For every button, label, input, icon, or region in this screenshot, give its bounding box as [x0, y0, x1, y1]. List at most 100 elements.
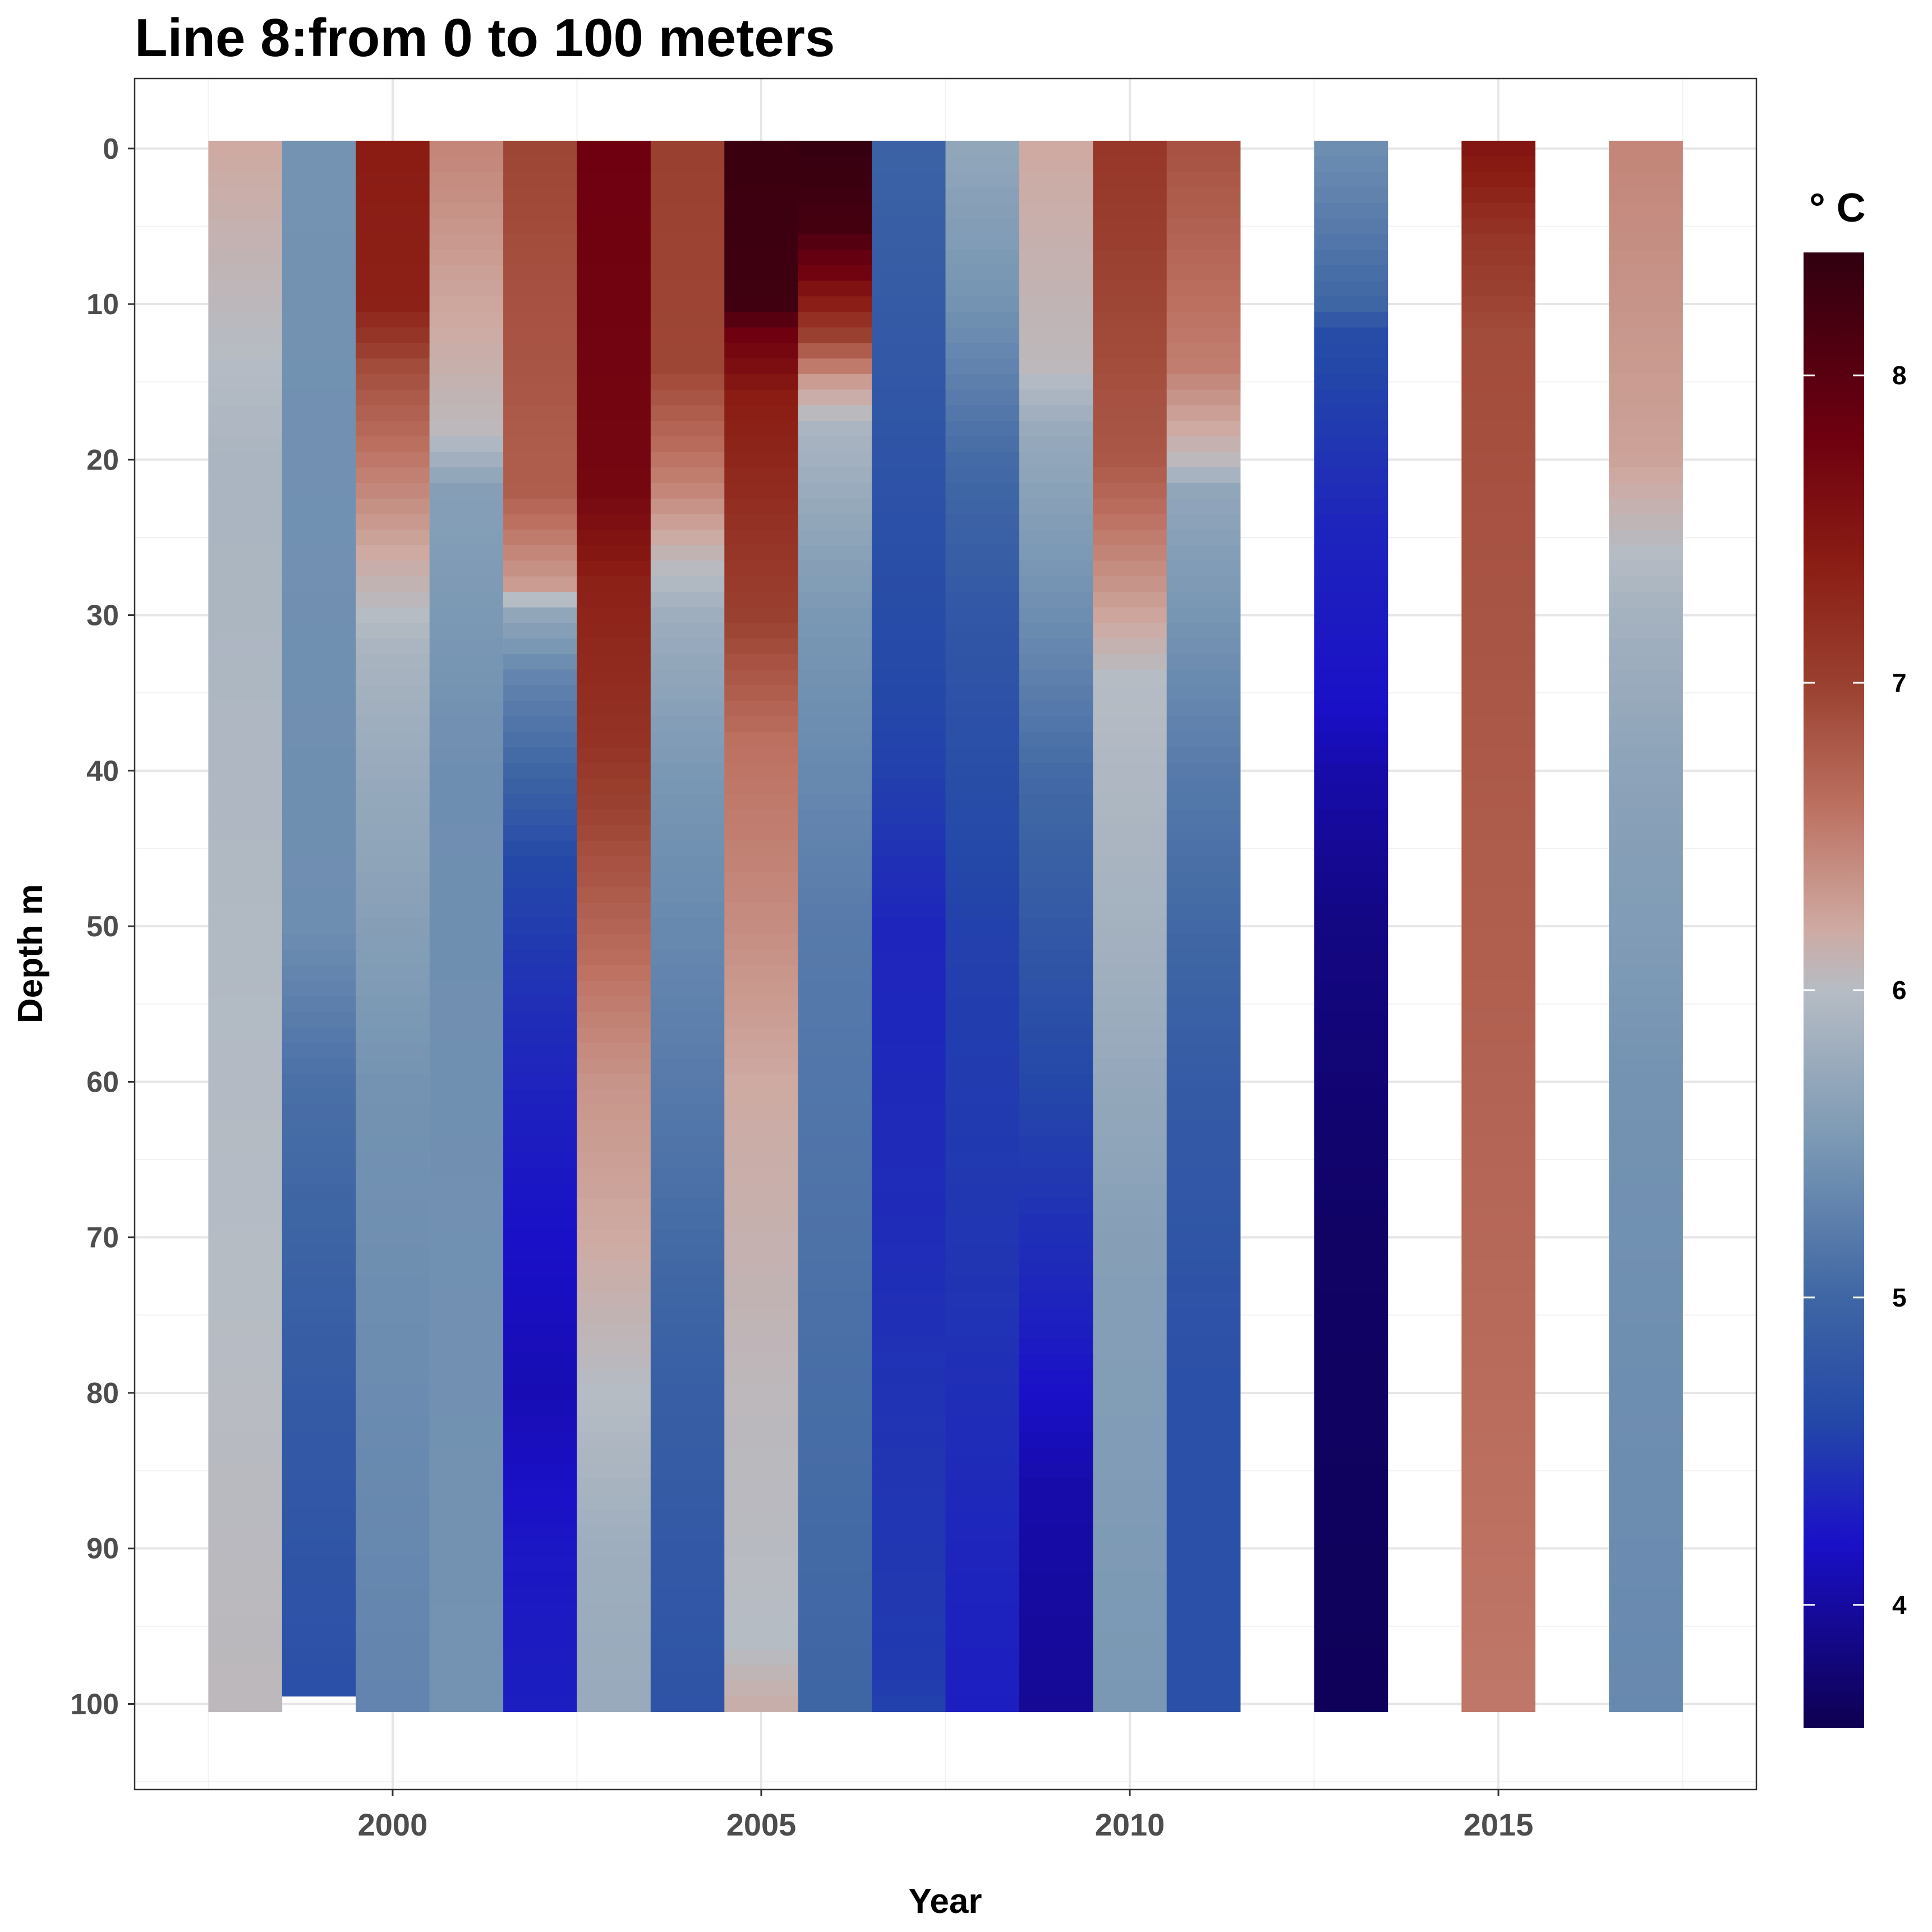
- heatmap-cell: [577, 1307, 651, 1323]
- heatmap-cell: [872, 1198, 946, 1215]
- heatmap-cell: [577, 280, 651, 297]
- heatmap-cell: [724, 981, 798, 997]
- heatmap-cell: [872, 654, 946, 670]
- heatmap-cell: [282, 1276, 356, 1292]
- heatmap-cell: [872, 482, 946, 499]
- heatmap-cell: [1093, 576, 1167, 592]
- heatmap-cell: [503, 467, 577, 484]
- heatmap-cell: [945, 1229, 1020, 1246]
- heatmap-cell: [650, 1525, 725, 1541]
- heatmap-cell: [1461, 452, 1536, 468]
- heatmap-cell: [945, 1540, 1020, 1557]
- heatmap-cell: [650, 421, 725, 437]
- heatmap-cell: [503, 1416, 577, 1432]
- heatmap-cell: [945, 1307, 1020, 1323]
- heatmap-cell: [1093, 218, 1167, 234]
- heatmap-cell: [1609, 1276, 1683, 1292]
- year-column-2010: [1093, 140, 1167, 1712]
- heatmap-cell: [282, 1183, 356, 1199]
- heatmap-cell: [577, 1680, 651, 1697]
- heatmap-cell: [429, 638, 504, 655]
- heatmap-cell: [282, 934, 356, 950]
- heatmap-cell: [1461, 1074, 1536, 1090]
- heatmap-cell: [503, 1245, 577, 1261]
- heatmap-cell: [577, 467, 651, 484]
- heatmap-cell: [577, 405, 651, 421]
- heatmap-cell: [1609, 1245, 1683, 1261]
- heatmap-cell: [356, 949, 430, 966]
- heatmap-cell: [872, 732, 946, 748]
- heatmap-cell: [282, 981, 356, 997]
- heatmap-cell: [1093, 436, 1167, 453]
- heatmap-cell: [945, 732, 1020, 748]
- heatmap-cell: [798, 1198, 872, 1215]
- heatmap-cell: [1609, 576, 1683, 592]
- heatmap-cell: [208, 530, 283, 546]
- heatmap-cell: [1314, 1152, 1388, 1168]
- heatmap-cell: [577, 421, 651, 437]
- heatmap-cell: [1461, 918, 1536, 935]
- heatmap-cell: [724, 763, 798, 779]
- heatmap-cell: [724, 250, 798, 266]
- heatmap-cell: [356, 592, 430, 608]
- heatmap-cell: [945, 343, 1020, 359]
- heatmap-cell: [1461, 530, 1536, 546]
- heatmap-cell: [1093, 1462, 1167, 1479]
- heatmap-cell: [650, 1245, 725, 1261]
- heatmap-cell: [208, 421, 283, 437]
- heatmap-cell: [577, 1634, 651, 1650]
- heatmap-cell: [1461, 467, 1536, 484]
- year-column-2001: [429, 140, 504, 1712]
- heatmap-cell: [282, 389, 356, 406]
- heatmap-cell: [798, 1400, 872, 1417]
- heatmap-cell: [1093, 1696, 1167, 1712]
- heatmap-cell: [282, 872, 356, 888]
- heatmap-cell: [945, 1618, 1020, 1635]
- heatmap-cell: [1019, 203, 1093, 219]
- heatmap-cell: [872, 545, 946, 562]
- heatmap-cell: [208, 1556, 283, 1572]
- heatmap-cell: [798, 669, 872, 686]
- heatmap-cell: [208, 203, 283, 219]
- heatmap-cell: [1461, 1152, 1536, 1168]
- heatmap-cell: [650, 1167, 725, 1184]
- heatmap-cell: [577, 1261, 651, 1277]
- heatmap-cell: [577, 140, 651, 157]
- heatmap-cell: [872, 1618, 946, 1635]
- heatmap-cell: [1166, 1649, 1241, 1666]
- heatmap-cell: [503, 1354, 577, 1370]
- heatmap-cell: [1314, 576, 1388, 592]
- heatmap-cell: [503, 701, 577, 717]
- heatmap-cell: [577, 638, 651, 655]
- heatmap-cell: [1019, 654, 1093, 670]
- heatmap-cell: [208, 840, 283, 857]
- heatmap-cell: [503, 1634, 577, 1650]
- heatmap-cell: [208, 1105, 283, 1121]
- heatmap-cell: [945, 280, 1020, 297]
- heatmap-cell: [208, 1571, 283, 1588]
- heatmap-cell: [1314, 405, 1388, 421]
- heatmap-cell: [1314, 607, 1388, 624]
- heatmap-cell: [1314, 1634, 1388, 1650]
- heatmap-cell: [1609, 669, 1683, 686]
- heatmap-cell: [650, 1261, 725, 1277]
- heatmap-cell: [1093, 654, 1167, 670]
- heatmap-cell: [1166, 530, 1241, 546]
- heatmap-cell: [577, 840, 651, 857]
- heatmap-cell: [429, 1198, 504, 1215]
- heatmap-cell: [429, 1307, 504, 1323]
- heatmap-cell: [650, 732, 725, 748]
- heatmap-cell: [872, 358, 946, 375]
- heatmap-cell: [208, 887, 283, 904]
- heatmap-cell: [1314, 1105, 1388, 1121]
- heatmap-cell: [1093, 1649, 1167, 1666]
- heatmap-cell: [945, 1634, 1020, 1650]
- heatmap-cell: [798, 172, 872, 188]
- heatmap-cell: [503, 1400, 577, 1417]
- heatmap-cell: [429, 1074, 504, 1090]
- heatmap-cell: [577, 623, 651, 639]
- heatmap-cell: [503, 1214, 577, 1230]
- heatmap-cell: [872, 747, 946, 763]
- heatmap-cell: [1093, 623, 1167, 639]
- heatmap-cell: [577, 172, 651, 188]
